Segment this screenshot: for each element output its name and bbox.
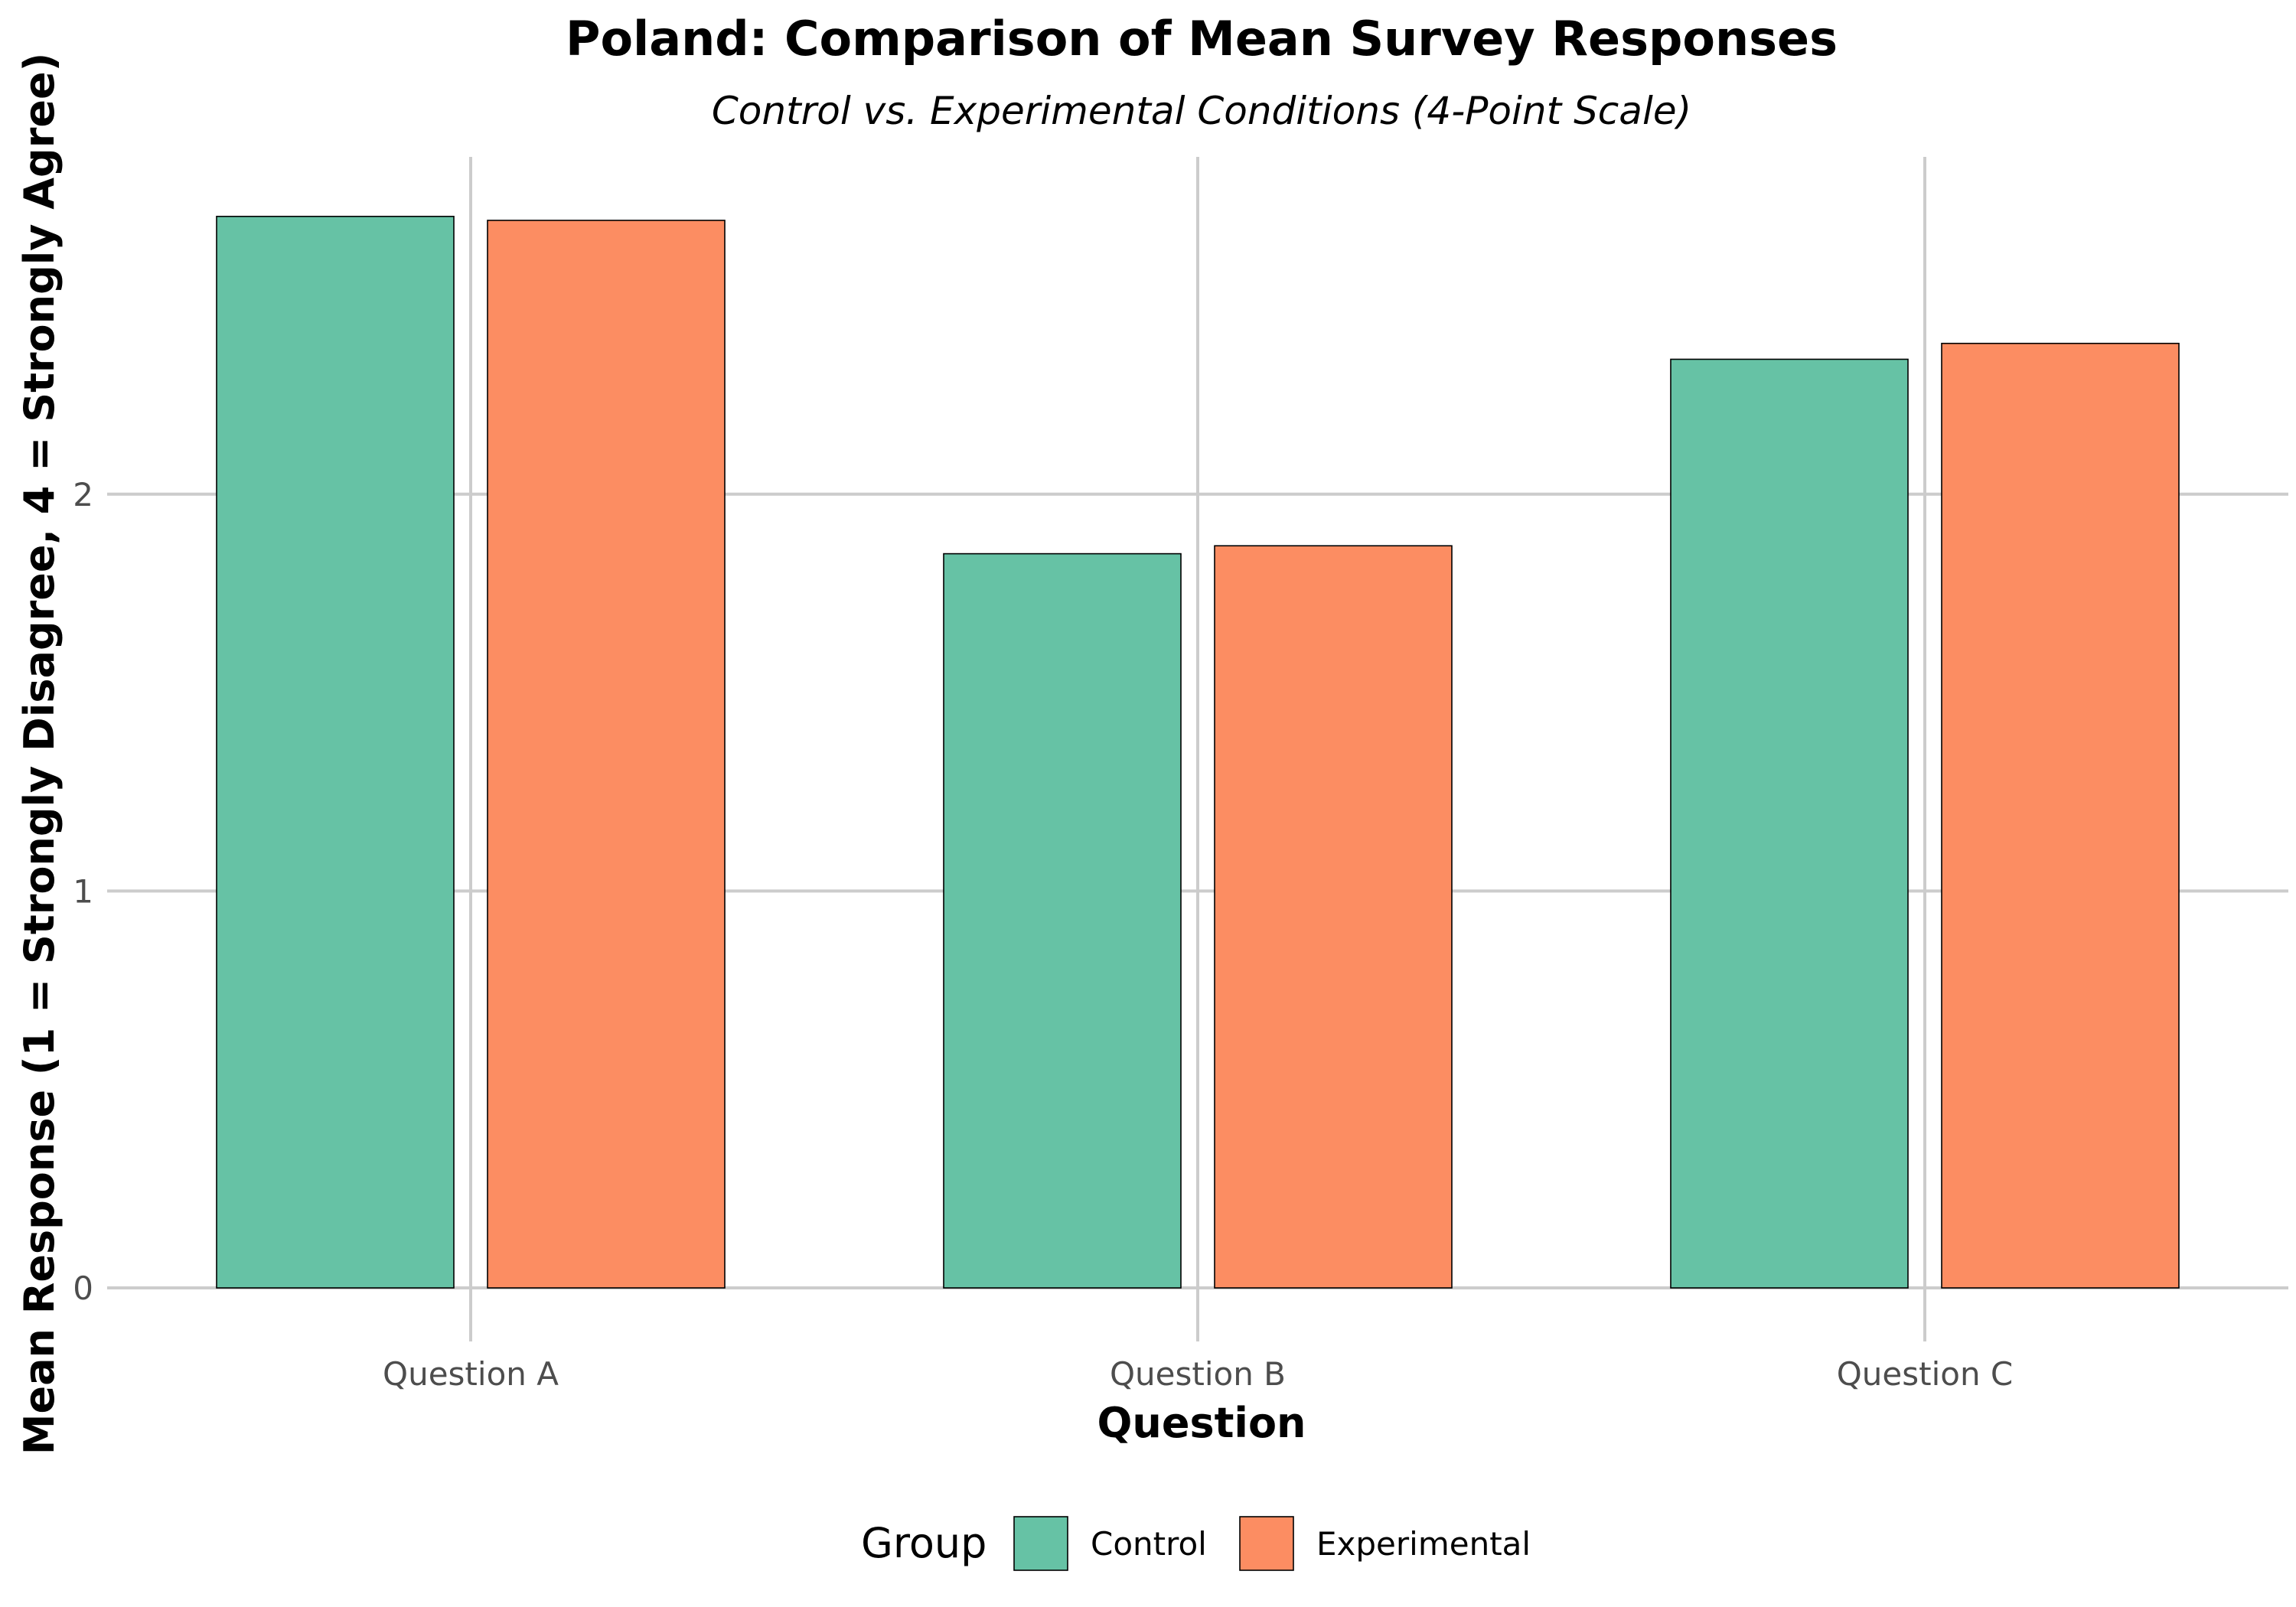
chart-title: Poland: Comparison of Mean Survey Respon… bbox=[566, 11, 1838, 67]
y-tick-label: 1 bbox=[73, 872, 93, 910]
bar-control-question-b bbox=[943, 553, 1182, 1289]
legend-title: Group bbox=[861, 1519, 987, 1567]
bar-experimental-question-c bbox=[1941, 342, 2180, 1289]
x-tick-label: Question B bbox=[1110, 1355, 1286, 1393]
x-axis-title: Question bbox=[1097, 1399, 1306, 1447]
x-tick-label: Question C bbox=[1837, 1355, 2014, 1393]
y-tick-label: 2 bbox=[73, 476, 93, 513]
y-axis-ticks: 0 1 2 bbox=[73, 476, 93, 1307]
y-axis-title: Mean Response (1 = Strongly Disagree, 4 … bbox=[15, 53, 64, 1455]
bar-experimental-question-b bbox=[1214, 545, 1453, 1289]
y-tick-label: 0 bbox=[73, 1270, 93, 1307]
bar-control-question-a bbox=[216, 215, 455, 1289]
legend: Group Control Experimental bbox=[861, 1516, 1531, 1571]
grid-lines bbox=[107, 157, 2288, 1341]
x-axis-ticks: Question A Question B Question C bbox=[383, 1355, 2013, 1393]
legend-label-experimental: Experimental bbox=[1316, 1525, 1531, 1563]
chart-subtitle: Control vs. Experimental Conditions (4-P… bbox=[712, 89, 1691, 133]
bars bbox=[216, 215, 2180, 1289]
legend-label-control: Control bbox=[1091, 1525, 1207, 1563]
x-tick-label: Question A bbox=[383, 1355, 559, 1393]
bar-control-question-c bbox=[1670, 358, 1909, 1289]
legend-key-control bbox=[1013, 1516, 1068, 1571]
legend-key-experimental bbox=[1239, 1516, 1294, 1571]
bar-experimental-question-a bbox=[487, 220, 726, 1289]
